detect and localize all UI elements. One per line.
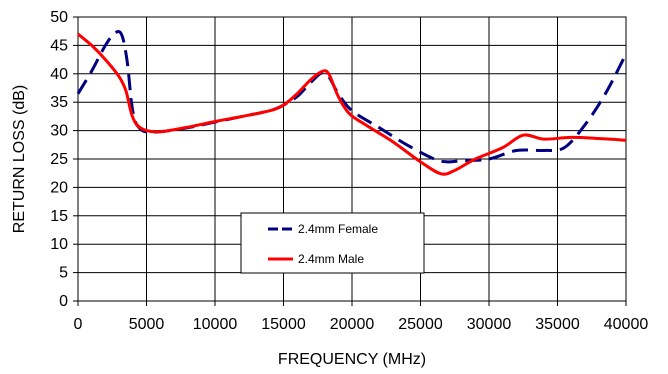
x-tick-label: 35000 — [535, 316, 580, 333]
legend-label: 2.4mm Male — [298, 252, 364, 266]
series-male-line — [77, 32, 627, 176]
y-tick-label: 45 — [50, 37, 68, 54]
y-tick-labels: 0 5 10 15 20 25 30 35 40 45 50 — [50, 9, 68, 310]
x-tick-label: 15000 — [261, 316, 306, 333]
y-tick-label: 30 — [50, 123, 68, 140]
x-tick-label: 10000 — [193, 316, 238, 333]
y-axis-label: RETURN LOSS (dB) — [11, 85, 28, 233]
legend-box — [240, 212, 425, 274]
x-tick-label: 25000 — [398, 316, 443, 333]
y-tick-label: 35 — [50, 94, 68, 111]
series-female-line — [76, 30, 628, 164]
y-tick-label: 10 — [50, 236, 68, 253]
y-tick-label: 5 — [59, 265, 68, 282]
x-tick-label: 30000 — [467, 316, 512, 333]
x-axis-label: FREQUENCY (MHz) — [278, 351, 426, 368]
x-tick-label: 20000 — [330, 316, 375, 333]
y-tick-label: 25 — [50, 151, 68, 168]
x-tick-labels: 0 5000 10000 15000 20000 25000 30000 35000 40000 — [74, 316, 649, 333]
y-tick-label: 15 — [50, 208, 68, 225]
x-tick-label: 40000 — [604, 316, 649, 333]
series-lines — [76, 30, 628, 176]
plot-border — [77, 16, 627, 302]
x-tick-label: 0 — [74, 316, 83, 333]
y-tick-label: 20 — [50, 179, 68, 196]
legend: 2.4mm Female 2.4mm Male — [240, 212, 425, 274]
y-tick-label: 40 — [50, 66, 68, 83]
legend-label: 2.4mm Female — [298, 222, 378, 236]
x-tick-label: 5000 — [129, 316, 165, 333]
y-tick-label: 50 — [50, 9, 68, 26]
y-tick-label: 0 — [59, 293, 68, 310]
